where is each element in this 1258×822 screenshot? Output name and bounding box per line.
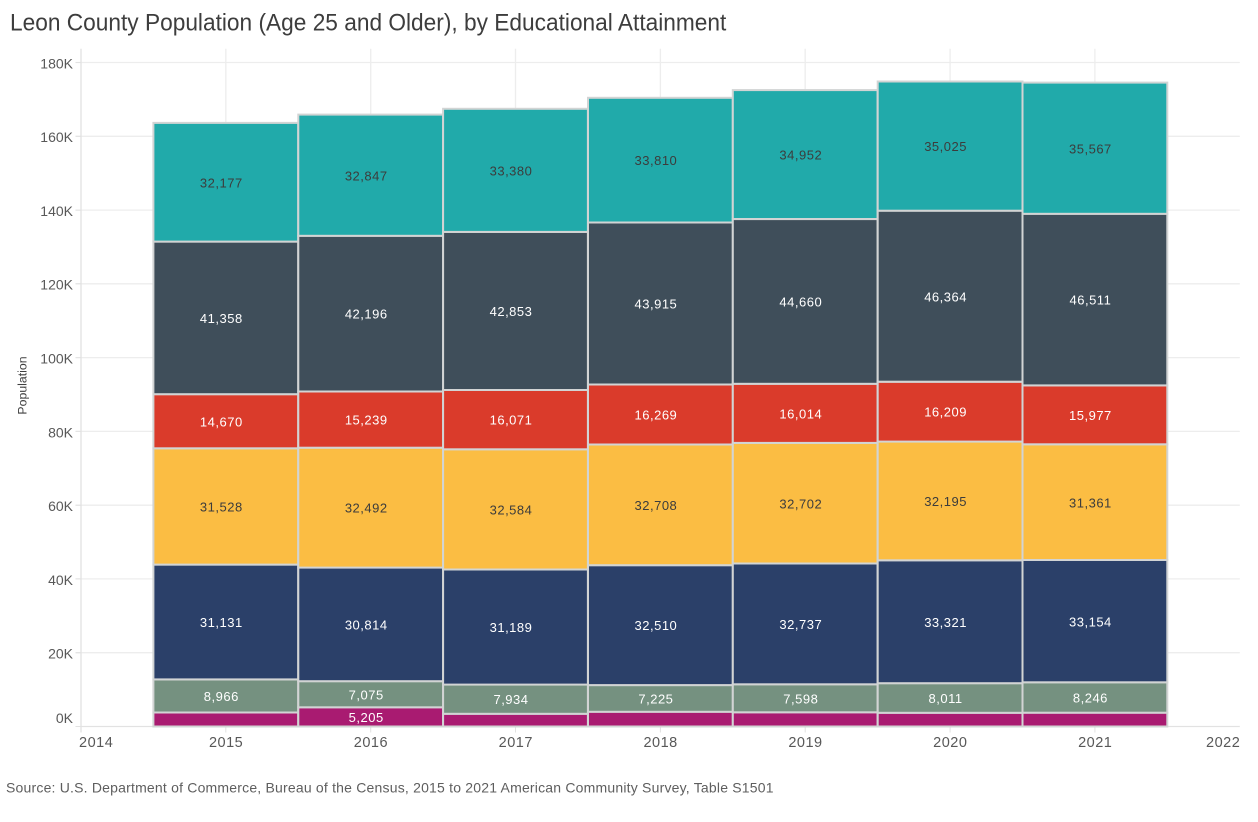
svg-text:31,528: 31,528	[200, 500, 243, 515]
svg-text:34,952: 34,952	[779, 148, 822, 163]
svg-text:2018: 2018	[643, 735, 677, 751]
svg-text:2021: 2021	[1078, 735, 1112, 751]
svg-text:32,737: 32,737	[779, 617, 822, 632]
svg-text:16,014: 16,014	[779, 406, 822, 421]
svg-text:8,966: 8,966	[204, 689, 239, 704]
svg-text:32,195: 32,195	[924, 494, 967, 509]
svg-text:46,364: 46,364	[924, 289, 967, 304]
svg-text:46,511: 46,511	[1070, 293, 1112, 308]
svg-text:2019: 2019	[788, 735, 822, 751]
svg-text:2020: 2020	[933, 735, 967, 751]
svg-text:5,205: 5,205	[349, 710, 384, 725]
svg-text:31,361: 31,361	[1069, 495, 1112, 510]
svg-text:35,025: 35,025	[924, 139, 967, 154]
svg-text:2016: 2016	[354, 735, 388, 751]
svg-text:16,209: 16,209	[924, 405, 967, 420]
svg-text:32,510: 32,510	[635, 618, 678, 633]
svg-text:180K: 180K	[40, 55, 73, 71]
svg-text:33,154: 33,154	[1069, 614, 1112, 629]
svg-text:32,177: 32,177	[200, 175, 243, 190]
svg-text:43,915: 43,915	[635, 297, 678, 312]
svg-text:44,660: 44,660	[779, 295, 822, 310]
svg-text:20K: 20K	[48, 646, 74, 662]
svg-text:Population: Population	[16, 356, 30, 414]
svg-text:Leon County Population (Age 25: Leon County Population (Age 25 and Older…	[10, 10, 727, 37]
svg-text:16,269: 16,269	[635, 408, 678, 423]
svg-text:32,702: 32,702	[779, 496, 822, 511]
svg-text:100K: 100K	[40, 351, 73, 367]
svg-text:33,810: 33,810	[635, 153, 678, 168]
svg-text:2014: 2014	[79, 735, 113, 751]
svg-text:42,196: 42,196	[345, 307, 388, 322]
svg-text:31,131: 31,131	[200, 615, 243, 630]
svg-text:7,598: 7,598	[783, 691, 818, 706]
svg-text:160K: 160K	[40, 129, 73, 145]
svg-text:40K: 40K	[48, 572, 74, 588]
svg-text:15,977: 15,977	[1069, 408, 1112, 423]
svg-text:0K: 0K	[56, 710, 74, 726]
svg-text:33,380: 33,380	[490, 163, 533, 178]
svg-text:15,239: 15,239	[345, 413, 388, 428]
svg-text:41,358: 41,358	[200, 311, 243, 326]
svg-text:32,492: 32,492	[345, 501, 388, 516]
svg-text:30,814: 30,814	[345, 618, 388, 633]
svg-text:2015: 2015	[209, 735, 243, 751]
svg-text:32,847: 32,847	[345, 168, 388, 183]
svg-text:60K: 60K	[48, 498, 74, 514]
svg-text:7,934: 7,934	[493, 692, 528, 707]
svg-text:16,071: 16,071	[490, 413, 533, 428]
svg-text:33,321: 33,321	[924, 615, 967, 630]
svg-text:31,189: 31,189	[490, 620, 533, 635]
svg-text:2017: 2017	[499, 735, 533, 751]
svg-text:120K: 120K	[40, 277, 73, 293]
svg-text:140K: 140K	[40, 203, 73, 219]
svg-text:7,075: 7,075	[349, 687, 384, 702]
svg-text:7,225: 7,225	[638, 692, 673, 707]
svg-text:42,853: 42,853	[490, 304, 533, 319]
svg-text:Source: U.S. Department of Com: Source: U.S. Department of Commerce, Bur…	[6, 780, 774, 796]
svg-text:8,011: 8,011	[929, 691, 963, 706]
svg-text:14,670: 14,670	[200, 414, 243, 429]
svg-text:8,246: 8,246	[1073, 691, 1108, 706]
svg-text:35,567: 35,567	[1069, 141, 1112, 156]
svg-text:80K: 80K	[48, 424, 74, 440]
svg-text:32,708: 32,708	[635, 498, 678, 513]
svg-text:32,584: 32,584	[490, 503, 533, 518]
svg-text:2022: 2022	[1206, 735, 1240, 751]
